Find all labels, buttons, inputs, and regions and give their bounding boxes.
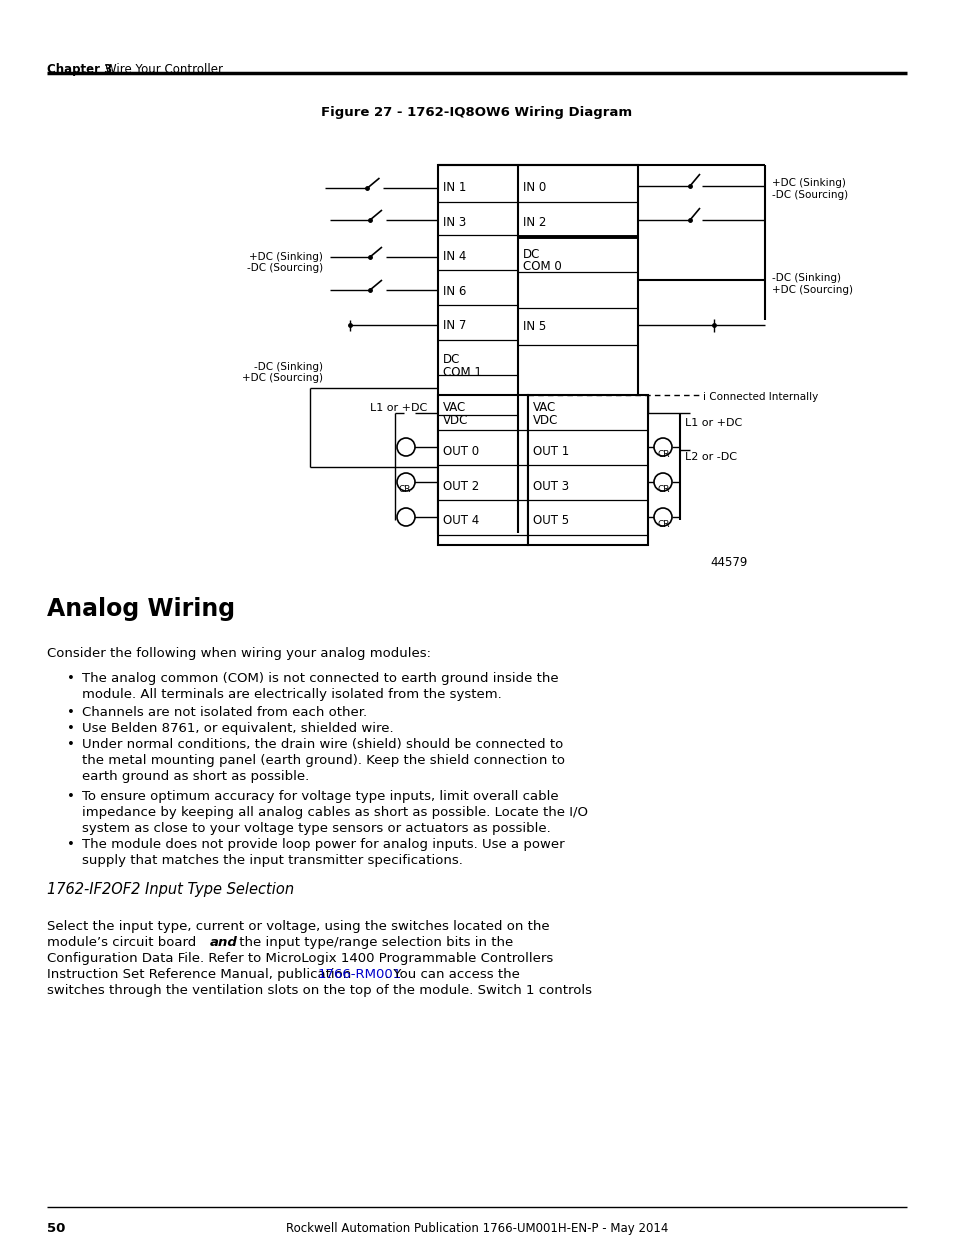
- Text: . You can access the: . You can access the: [385, 968, 519, 981]
- Text: -DC (Sourcing): -DC (Sourcing): [247, 263, 323, 273]
- Bar: [527, 395, 647, 545]
- Text: IN 7: IN 7: [442, 319, 466, 332]
- Text: Instruction Set Reference Manual, publication: Instruction Set Reference Manual, public…: [47, 968, 355, 981]
- Text: IN 5: IN 5: [522, 320, 546, 333]
- Text: -DC (Sinking): -DC (Sinking): [253, 362, 323, 372]
- Text: IN 2: IN 2: [522, 216, 546, 228]
- Text: and: and: [210, 936, 237, 948]
- Circle shape: [396, 508, 415, 526]
- Text: Configuration Data File. Refer to MicroLogix 1400 Programmable Controllers: Configuration Data File. Refer to MicroL…: [47, 952, 553, 965]
- Text: The module does not provide loop power for analog inputs. Use a power
supply tha: The module does not provide loop power f…: [82, 839, 564, 867]
- Circle shape: [654, 473, 671, 492]
- Text: 1766-RM001: 1766-RM001: [317, 968, 402, 981]
- Text: VDC: VDC: [442, 414, 468, 427]
- Text: DC: DC: [442, 353, 460, 366]
- Text: COM 1: COM 1: [442, 366, 481, 379]
- Circle shape: [654, 508, 671, 526]
- Text: Wire Your Controller: Wire Your Controller: [105, 63, 223, 77]
- Bar: [437, 395, 527, 545]
- Text: -DC (Sourcing): -DC (Sourcing): [771, 190, 847, 200]
- Text: 50: 50: [47, 1221, 66, 1235]
- Text: CR: CR: [398, 485, 411, 494]
- Text: i Connected Internally: i Connected Internally: [702, 391, 818, 403]
- Text: Under normal conditions, the drain wire (shield) should be connected to
the meta: Under normal conditions, the drain wire …: [82, 739, 564, 783]
- Text: Chapter 3: Chapter 3: [47, 63, 112, 77]
- Text: COM 0: COM 0: [522, 261, 561, 273]
- Text: CR: CR: [658, 485, 670, 494]
- Text: OUT 1: OUT 1: [533, 445, 569, 458]
- Text: •: •: [67, 706, 74, 719]
- Text: IN 4: IN 4: [442, 249, 466, 263]
- Text: the input type/range selection bits in the: the input type/range selection bits in t…: [234, 936, 513, 948]
- Text: Rockwell Automation Publication 1766-UM001H-EN-P - May 2014: Rockwell Automation Publication 1766-UM0…: [286, 1221, 667, 1235]
- Text: OUT 0: OUT 0: [442, 445, 478, 458]
- Text: switches through the ventilation slots on the top of the module. Switch 1 contro: switches through the ventilation slots o…: [47, 984, 592, 997]
- Text: OUT 3: OUT 3: [533, 480, 569, 493]
- Text: OUT 2: OUT 2: [442, 480, 478, 493]
- Text: Consider the following when wiring your analog modules:: Consider the following when wiring your …: [47, 647, 431, 659]
- Text: +DC (Sourcing): +DC (Sourcing): [242, 373, 323, 383]
- Text: VAC: VAC: [442, 401, 466, 414]
- Circle shape: [654, 438, 671, 456]
- Text: The analog common (COM) is not connected to earth ground inside the
module. All : The analog common (COM) is not connected…: [82, 672, 558, 701]
- Text: Use Belden 8761, or equivalent, shielded wire.: Use Belden 8761, or equivalent, shielded…: [82, 722, 394, 735]
- Text: L2 or -DC: L2 or -DC: [684, 452, 737, 462]
- Bar: [437, 165, 638, 534]
- Text: 44579: 44579: [709, 556, 746, 569]
- Text: Channels are not isolated from each other.: Channels are not isolated from each othe…: [82, 706, 367, 719]
- Text: Select the input type, current or voltage, using the switches located on the: Select the input type, current or voltag…: [47, 920, 549, 932]
- Text: +DC (Sinking): +DC (Sinking): [249, 252, 323, 262]
- Text: DC: DC: [522, 248, 539, 261]
- Text: VAC: VAC: [533, 401, 556, 414]
- Text: IN 6: IN 6: [442, 285, 466, 298]
- Text: •: •: [67, 790, 74, 803]
- Text: L1 or +DC: L1 or +DC: [370, 403, 427, 412]
- Text: IN 0: IN 0: [522, 182, 546, 194]
- Text: CR: CR: [658, 520, 670, 529]
- Text: module’s circuit board: module’s circuit board: [47, 936, 200, 948]
- Text: •: •: [67, 839, 74, 851]
- Text: To ensure optimum accuracy for voltage type inputs, limit overall cable
impedanc: To ensure optimum accuracy for voltage t…: [82, 790, 587, 835]
- Text: OUT 4: OUT 4: [442, 514, 478, 527]
- Text: 1762-IF2OF2 Input Type Selection: 1762-IF2OF2 Input Type Selection: [47, 882, 294, 897]
- Text: CR: CR: [658, 450, 670, 459]
- Text: •: •: [67, 672, 74, 685]
- Text: IN 3: IN 3: [442, 216, 466, 228]
- Text: VDC: VDC: [533, 414, 558, 427]
- Text: +DC (Sourcing): +DC (Sourcing): [771, 285, 852, 295]
- Text: +DC (Sinking): +DC (Sinking): [771, 178, 845, 188]
- Circle shape: [396, 473, 415, 492]
- Text: Analog Wiring: Analog Wiring: [47, 597, 234, 621]
- Text: •: •: [67, 722, 74, 735]
- Text: L1 or +DC: L1 or +DC: [684, 417, 741, 429]
- Text: •: •: [67, 739, 74, 751]
- Text: OUT 5: OUT 5: [533, 514, 569, 527]
- Text: -DC (Sinking): -DC (Sinking): [771, 273, 841, 283]
- Text: IN 1: IN 1: [442, 182, 466, 194]
- Circle shape: [396, 438, 415, 456]
- Text: Figure 27 - 1762-IQ8OW6 Wiring Diagram: Figure 27 - 1762-IQ8OW6 Wiring Diagram: [321, 106, 632, 119]
